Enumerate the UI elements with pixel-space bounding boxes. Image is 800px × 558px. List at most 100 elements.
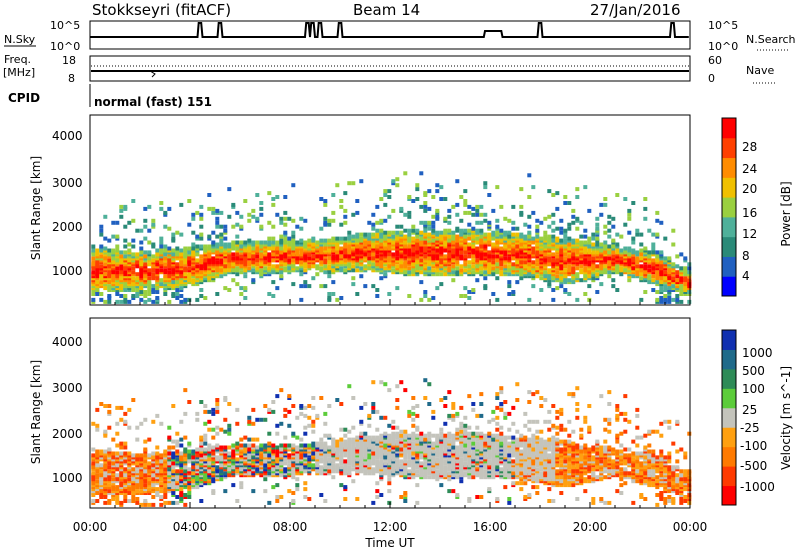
power-cell — [387, 292, 391, 296]
velocity-cell — [143, 499, 147, 503]
power-cell — [591, 250, 595, 254]
velocity-cell — [399, 495, 403, 499]
velocity-cell — [455, 432, 459, 436]
power-cell — [351, 276, 355, 280]
noise-left-tick-top: 10^5 — [50, 19, 80, 32]
power-cell — [483, 284, 487, 288]
velocity-cell — [195, 418, 199, 422]
power-cell — [455, 270, 459, 274]
power-cell — [387, 195, 391, 199]
velocity-cell — [159, 422, 163, 426]
power-cell — [515, 280, 519, 284]
power-cell — [555, 191, 559, 195]
power-cell — [451, 205, 455, 209]
velocity-cell — [203, 434, 207, 438]
power-cell — [631, 249, 635, 253]
power-cell — [283, 217, 287, 221]
power-cell — [499, 270, 503, 274]
velocity-cell — [235, 422, 239, 426]
power-cell — [323, 221, 327, 225]
power-cell — [159, 245, 163, 249]
velocity-cell — [379, 493, 383, 497]
power-cell — [235, 282, 239, 286]
velocity-cell — [327, 469, 331, 473]
noise-right-label: N.Search — [746, 33, 796, 46]
velocity-cell — [387, 501, 391, 505]
power-cell — [111, 249, 115, 253]
power-cell — [475, 247, 479, 251]
power-cell — [123, 270, 127, 274]
power-cell — [511, 290, 515, 294]
power-cell — [659, 260, 663, 264]
power-cell — [499, 205, 503, 209]
velocity-cell — [267, 471, 271, 475]
power-cell — [611, 254, 615, 258]
power-cell — [343, 191, 347, 195]
power-cell — [595, 223, 599, 227]
velocity-cell — [343, 485, 347, 489]
power-cell — [651, 247, 655, 251]
velocity-cell — [155, 487, 159, 491]
velocity-cell — [363, 455, 367, 459]
power-cell — [603, 197, 607, 201]
power-cell — [407, 211, 411, 215]
velocity-cell — [447, 432, 451, 436]
power-cell — [239, 286, 243, 290]
power-cell — [383, 193, 387, 197]
power-cell — [135, 229, 139, 233]
velocity-cell — [151, 495, 155, 499]
velocity-cell — [403, 430, 407, 434]
power-cell — [667, 296, 671, 300]
velocity-cell — [327, 446, 331, 450]
velocity-cell — [187, 485, 191, 489]
colorbar-segment — [722, 158, 736, 178]
power-cell — [383, 203, 387, 207]
velocity-cell — [415, 426, 419, 430]
power-cell — [307, 256, 311, 260]
power-cell — [659, 221, 663, 225]
power-cell — [343, 221, 347, 225]
velocity-cell — [335, 440, 339, 444]
power-cell — [535, 252, 539, 256]
power-cell — [99, 229, 103, 233]
power-cell — [375, 229, 379, 233]
velocity-cell — [203, 404, 207, 408]
station-title: Stokkseyri (fitACF) — [92, 1, 231, 19]
power-cell — [439, 272, 443, 276]
power-cell — [183, 272, 187, 276]
velocity-cell — [315, 414, 319, 418]
power-cell — [431, 250, 435, 254]
power-cell — [575, 217, 579, 221]
velocity-cell — [287, 424, 291, 428]
velocity-cell — [239, 485, 243, 489]
velocity-cell — [331, 450, 335, 454]
velocity-cell — [243, 450, 247, 454]
power-cell — [423, 229, 427, 233]
power-cell — [647, 264, 651, 268]
power-cell — [375, 233, 379, 237]
velocity-cell — [287, 489, 291, 493]
power-cell — [143, 225, 147, 229]
power-cell — [399, 207, 403, 211]
power-cell — [651, 258, 655, 262]
power-cell — [679, 284, 683, 288]
power-cell — [255, 193, 259, 197]
velocity-cell — [423, 438, 427, 442]
power-cell — [475, 205, 479, 209]
power-cell — [471, 264, 475, 268]
velocity-cell — [411, 406, 415, 410]
power-cell — [267, 241, 271, 245]
power-cell — [555, 286, 559, 290]
power-cell — [495, 276, 499, 280]
velocity-cell — [91, 471, 95, 475]
power-cell — [415, 229, 419, 233]
velocity-cell — [343, 497, 347, 501]
velocity-cell — [395, 440, 399, 444]
power-cell — [279, 239, 283, 243]
power-cell — [219, 239, 223, 243]
velocity-cell — [171, 501, 175, 505]
power-cell — [271, 258, 275, 262]
velocity-cell — [103, 404, 107, 408]
power-cell — [367, 256, 371, 260]
power-cell — [267, 191, 271, 195]
